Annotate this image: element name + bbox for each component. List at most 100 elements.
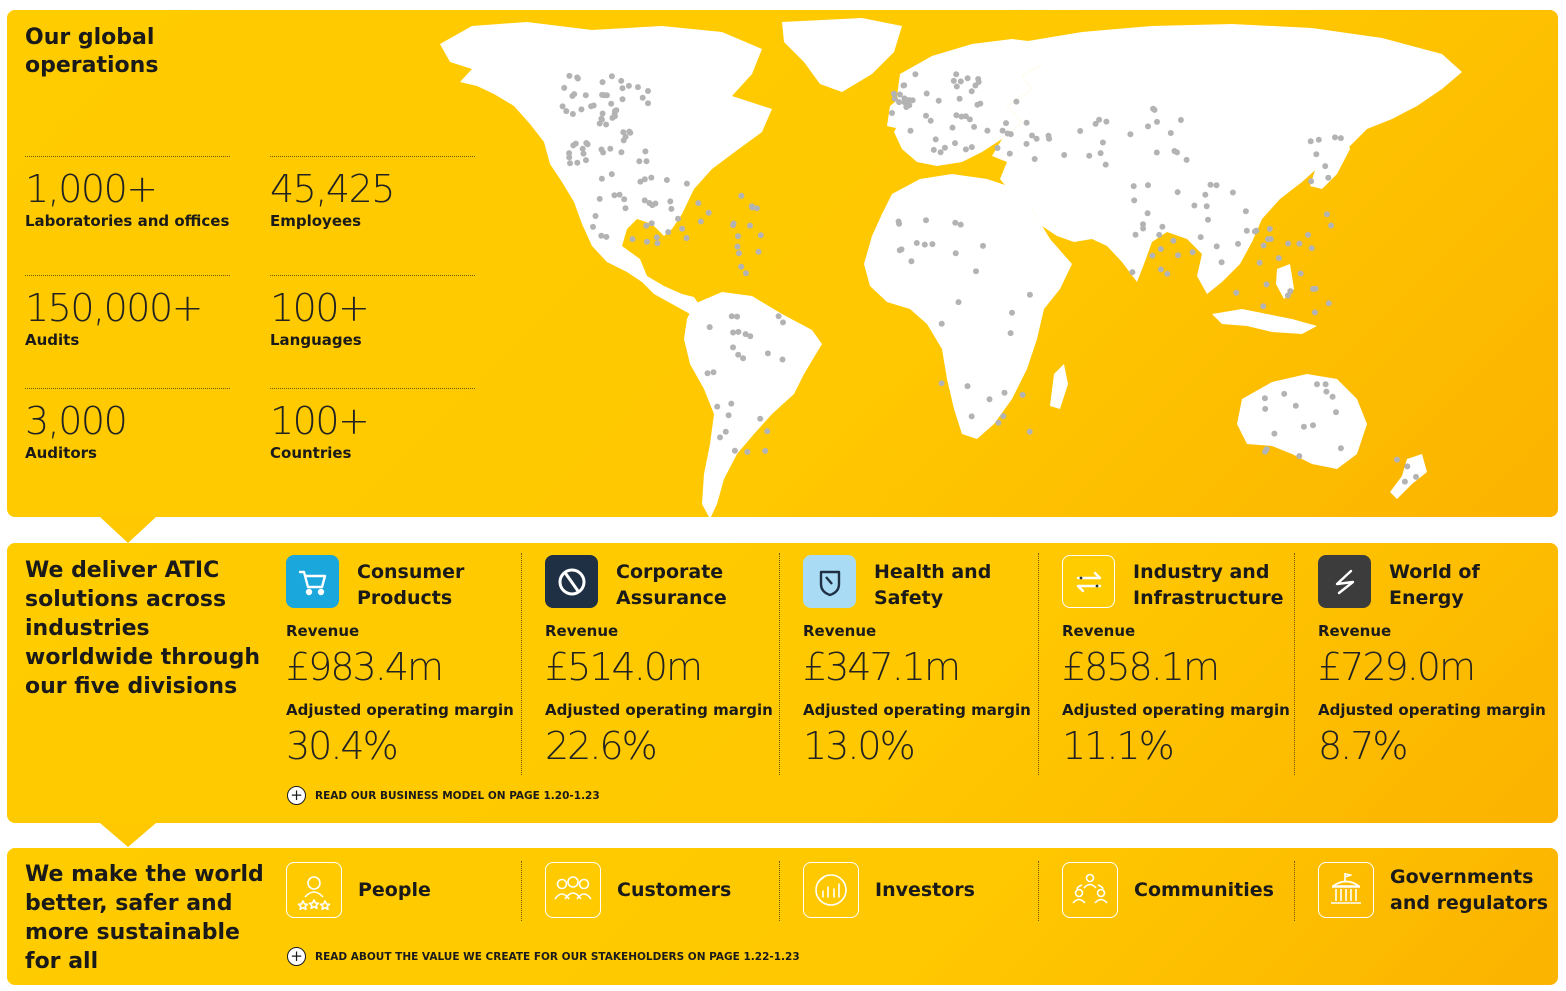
location-dot — [757, 232, 764, 239]
location-dot — [668, 205, 675, 212]
location-dot — [962, 146, 969, 153]
location-dot — [921, 241, 928, 248]
location-dot — [1156, 231, 1163, 238]
location-dot — [1026, 428, 1033, 435]
location-dot — [705, 209, 712, 216]
location-dot — [966, 116, 973, 123]
location-dot — [964, 75, 971, 82]
location-dot — [1096, 116, 1103, 123]
location-dot — [757, 415, 764, 422]
location-dot — [909, 97, 916, 104]
location-dot — [1099, 139, 1106, 146]
location-dot — [611, 192, 618, 199]
margin-label: Adjusted operating margin — [286, 701, 514, 719]
location-dot — [704, 370, 711, 377]
stakeholder-value-link[interactable]: + READ ABOUT THE VALUE WE CREATE FOR OUR… — [287, 947, 800, 966]
location-dot — [984, 127, 991, 134]
revenue-value: £729.0m — [1318, 645, 1476, 689]
location-dot — [641, 176, 648, 183]
location-dot — [1322, 381, 1329, 388]
location-dot — [941, 144, 948, 151]
location-dot — [1003, 120, 1009, 127]
location-dot — [972, 82, 979, 89]
location-dot — [890, 90, 897, 97]
customers-group-icon — [545, 862, 601, 918]
location-dot — [1292, 402, 1299, 409]
location-dot — [618, 149, 625, 156]
location-dot — [977, 100, 984, 107]
location-dot — [1159, 223, 1166, 230]
location-dot — [1019, 391, 1026, 398]
panel-connector-arrow — [100, 517, 156, 543]
location-dot — [596, 195, 603, 202]
location-dot — [1307, 138, 1314, 145]
location-dot — [1296, 453, 1303, 460]
location-dot — [968, 144, 975, 151]
stat-value: 100+ — [270, 399, 370, 443]
location-dot — [603, 121, 610, 128]
stat-employees: 45,425 Employees — [270, 156, 475, 230]
business-model-link[interactable]: + READ OUR BUSINESS MODEL ON PAGE 1.20-1… — [287, 786, 600, 805]
location-dot — [1127, 131, 1134, 138]
location-dot — [1007, 330, 1014, 337]
location-dot — [1305, 231, 1311, 238]
location-dot — [583, 157, 589, 164]
location-dot — [896, 99, 903, 106]
location-dot — [953, 83, 960, 90]
division-consumer-products: Consumer Products Revenue £983.4m Adjust… — [286, 553, 526, 775]
location-dot — [937, 149, 944, 156]
location-dot — [574, 159, 581, 166]
location-dot — [1154, 118, 1160, 125]
location-dot — [1013, 98, 1020, 105]
location-dot — [644, 238, 650, 245]
location-dot — [603, 233, 610, 240]
location-dot — [710, 369, 717, 376]
margin-label: Adjusted operating margin — [803, 701, 1031, 719]
stakeholder-name: Governments and regulators — [1390, 866, 1549, 914]
location-dot — [643, 158, 650, 165]
location-dot — [648, 174, 655, 181]
division-name: World of Energy — [1389, 561, 1480, 609]
revenue-label: Revenue — [286, 622, 360, 640]
location-dot — [775, 313, 782, 320]
location-dot — [570, 142, 577, 149]
stakeholder-name: People — [358, 879, 431, 901]
location-dot — [725, 412, 732, 419]
location-dot — [1103, 118, 1110, 125]
stat-label: Countries — [270, 444, 352, 462]
location-dot — [889, 110, 895, 116]
stat-countries: 100+ Countries — [270, 388, 475, 462]
location-dot — [1285, 240, 1292, 247]
stakeholder-investors: Investors — [779, 861, 1034, 921]
location-dot — [1233, 289, 1240, 296]
location-dot — [578, 106, 585, 113]
location-dot — [1151, 106, 1158, 113]
location-dot — [697, 218, 704, 225]
revenue-value: £858.1m — [1062, 645, 1220, 689]
location-dot — [949, 124, 956, 131]
location-dot — [559, 103, 566, 110]
location-dot — [600, 149, 607, 156]
division-corporate-assurance: Corporate Assurance Revenue £514.0m Adju… — [521, 553, 773, 775]
location-dot — [1189, 249, 1196, 256]
location-dot — [1077, 128, 1084, 134]
location-dot — [935, 97, 942, 104]
stat-value: 150,000+ — [25, 286, 203, 330]
location-dot — [913, 240, 920, 246]
stakeholder-value-link-text: READ ABOUT THE VALUE WE CREATE FOR OUR S… — [315, 950, 800, 963]
location-dot — [738, 192, 745, 199]
location-dot — [1197, 234, 1204, 241]
continents — [440, 18, 1462, 519]
location-dot — [1328, 222, 1335, 229]
stat-languages: 100+ Languages — [270, 275, 475, 349]
location-dot — [1029, 132, 1035, 139]
location-dot — [645, 100, 651, 107]
location-dot — [601, 92, 608, 99]
location-dot — [561, 84, 568, 91]
location-dot — [1243, 227, 1250, 234]
asia-shape — [992, 24, 1462, 294]
investors-chart-icon — [803, 862, 859, 918]
margin-label: Adjusted operating margin — [1318, 701, 1546, 719]
location-dot — [598, 175, 605, 182]
location-dot — [734, 243, 741, 250]
